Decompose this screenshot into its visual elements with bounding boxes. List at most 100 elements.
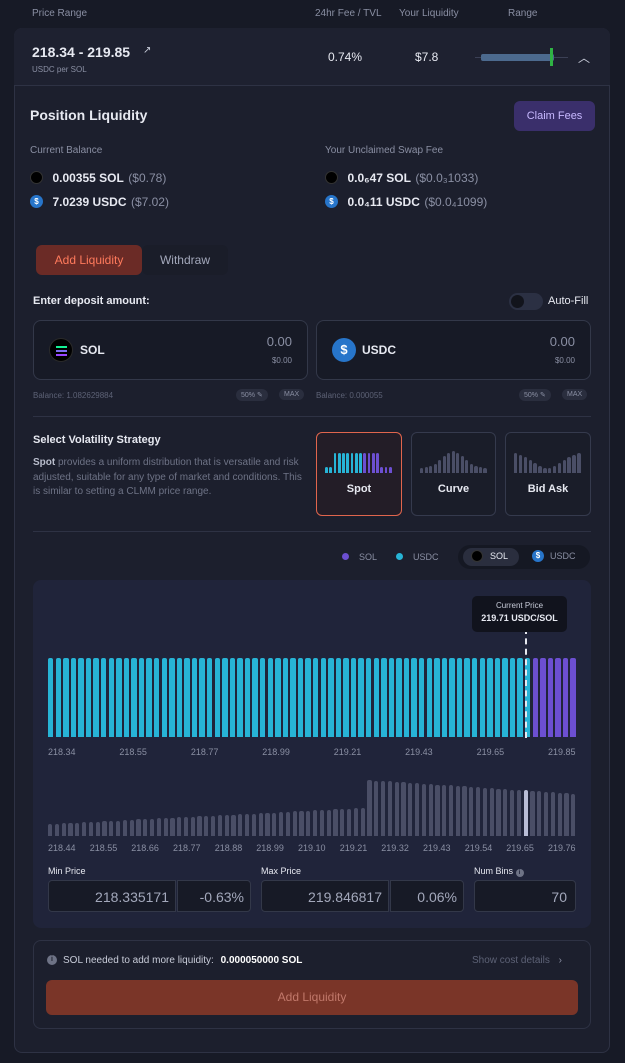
range-bar — [251, 813, 257, 836]
range-bar — [245, 813, 250, 836]
position-range: 218.34 - 219.85 — [32, 44, 131, 60]
sol-balance: 0.00355 SOL — [52, 171, 124, 185]
tab-add-liquidity[interactable]: Add Liquidity — [36, 245, 142, 275]
range-bar — [224, 814, 229, 836]
usdc-half-button[interactable]: 50% ✎ — [519, 389, 551, 401]
shape-bar — [460, 456, 464, 473]
range-selector-bars[interactable] — [48, 766, 578, 836]
strategy-curve[interactable]: Curve — [411, 432, 496, 516]
max-price-percent: 0.06% — [417, 889, 457, 905]
strategy-title: Select Volatility Strategy — [33, 434, 161, 446]
tab-withdraw[interactable]: Withdraw — [142, 245, 228, 275]
liquidity-bar — [237, 658, 243, 737]
max-price-label: Max Price — [261, 866, 302, 876]
usdc-max-button[interactable]: MAX — [562, 389, 588, 400]
token-toggle-usdc[interactable]: $ USDC — [530, 548, 586, 566]
min-price-percent-input[interactable]: -0.63% — [177, 880, 251, 912]
num-bins-label: Num Bins i — [474, 866, 524, 877]
range-bar — [319, 810, 324, 836]
range-bar — [177, 817, 182, 836]
divider — [33, 416, 591, 417]
liquidity-bar — [305, 658, 311, 737]
num-bins-input[interactable]: 70 — [474, 880, 576, 912]
shape-bar — [438, 460, 442, 473]
price-tick-label: 219.85 — [548, 747, 576, 757]
shape-bar — [384, 467, 388, 473]
max-price-input[interactable]: 219.846817 — [261, 880, 389, 912]
strategy-bid-ask[interactable]: Bid Ask — [505, 432, 591, 516]
liquidity-bar — [373, 658, 379, 737]
deposit-label: Enter deposit amount: — [33, 295, 150, 307]
info-icon: i — [47, 955, 57, 965]
sol-max-button[interactable]: MAX — [279, 389, 305, 400]
range-bar — [537, 791, 542, 836]
external-link-icon[interactable]: ↗ — [143, 45, 152, 56]
liquidity-bar — [320, 658, 326, 737]
position-unit: USDC per SOL — [32, 65, 87, 74]
sol-deposit-input[interactable] — [33, 320, 308, 380]
header-price-range: Price Range — [32, 8, 88, 19]
cost-details-link[interactable]: Show cost details › — [472, 955, 562, 966]
liquidity-bar — [547, 658, 554, 737]
sol-balance-row: 0.00355 SOL ($0.78) — [30, 169, 166, 187]
liquidity-bar — [313, 658, 319, 737]
shape-bar — [380, 467, 384, 473]
usdc-deposit-value: $0.00 — [554, 356, 575, 365]
num-bins-value: 70 — [551, 889, 567, 905]
range-bar — [353, 808, 358, 836]
shape-bar — [433, 464, 437, 473]
liquidity-bar — [55, 658, 61, 737]
liquidity-bar — [123, 658, 130, 737]
curve-shape-icon — [420, 451, 488, 473]
range-bar — [516, 789, 522, 836]
shape-bar — [325, 467, 328, 473]
liquidity-bar — [350, 658, 357, 737]
range-bar — [149, 818, 155, 836]
num-bins-text: Num Bins — [474, 866, 514, 876]
range-bar — [306, 810, 311, 836]
shape-bar — [447, 453, 451, 473]
fee-sol-row: 0.0₆47 SOL ($0.0₃1033) — [325, 169, 478, 187]
header-range: Range — [508, 8, 538, 19]
range-bar — [129, 819, 134, 836]
shape-bar — [420, 468, 424, 473]
info-icon[interactable]: i — [515, 869, 524, 877]
min-price-input[interactable]: 218.335171 — [48, 880, 176, 912]
price-tick-label: 218.77 — [190, 747, 219, 757]
range-bar — [387, 781, 392, 836]
range-bar — [380, 780, 386, 836]
liquidity-bar — [138, 658, 145, 737]
shape-bar — [483, 468, 487, 473]
price-tick-label: 219.43 — [405, 747, 433, 757]
liquidity-bar — [290, 658, 296, 737]
range-bar — [455, 785, 460, 836]
claim-fees-button[interactable]: Claim Fees — [514, 101, 595, 131]
add-liquidity-button[interactable]: Add Liquidity — [46, 980, 578, 1015]
range-bar — [346, 808, 352, 836]
shape-bar — [451, 451, 455, 473]
liquidity-bar — [48, 658, 54, 737]
sol-deposit-amount: 0.00 — [266, 334, 292, 349]
range-bar — [190, 816, 195, 836]
range-bar — [115, 820, 121, 836]
liquidity-bar — [335, 658, 342, 737]
usdc-deposit-input[interactable] — [316, 320, 591, 380]
spot-shape-icon — [325, 451, 393, 473]
range-bar — [360, 807, 365, 836]
chevron-up-icon[interactable]: ︿ — [578, 51, 591, 65]
fee-sol-amount: 0.0₆47 SOL — [347, 171, 411, 185]
autofill-toggle[interactable] — [509, 293, 543, 310]
fee-usdc-value: ($0.0₄1099) — [424, 195, 488, 209]
shape-bar — [346, 453, 350, 473]
price-tick-label: 218.99 — [262, 747, 290, 757]
current-price-label: Current Price — [495, 601, 544, 610]
token-toggle-sol[interactable]: SOL — [463, 548, 519, 566]
max-price-percent-input[interactable]: 0.06% — [390, 880, 464, 912]
range-tick-label: 219.54 — [464, 843, 493, 853]
strategy-spot[interactable]: Spot — [316, 432, 402, 516]
shape-bar — [456, 453, 460, 473]
shape-bar — [528, 460, 532, 473]
cost-details-label: Show cost details — [472, 955, 550, 966]
sol-half-button[interactable]: 50% ✎ — [236, 389, 268, 401]
shape-bar — [474, 466, 478, 473]
